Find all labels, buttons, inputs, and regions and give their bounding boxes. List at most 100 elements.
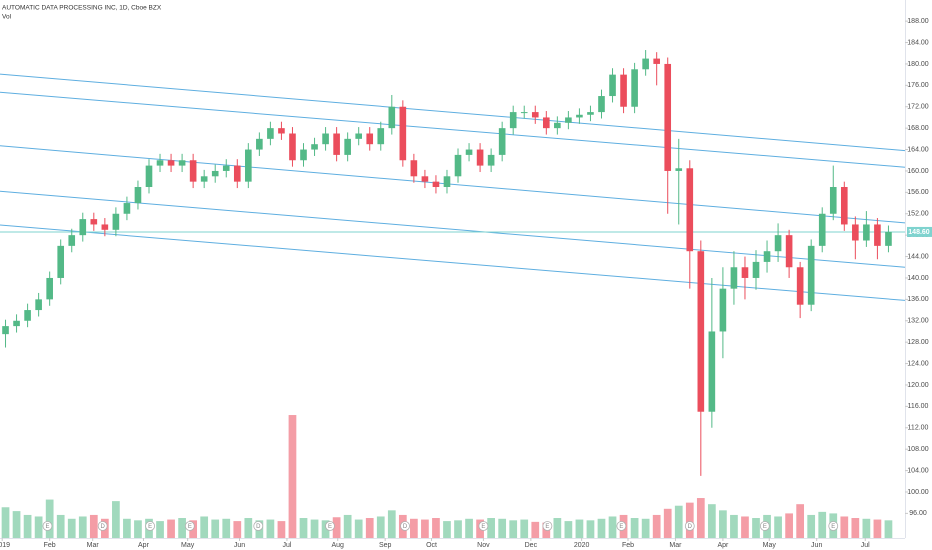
- volume-bar: [354, 519, 363, 538]
- x-tick-label: Jul: [282, 542, 291, 549]
- y-tick-label: 124.00: [907, 360, 929, 367]
- trend-line: [0, 91, 906, 168]
- volume-bar: [443, 521, 451, 538]
- event-marker: [145, 521, 155, 531]
- volume-bar: [376, 516, 385, 538]
- y-tick-label: 156.00: [907, 189, 929, 196]
- x-tick-label: Sep: [379, 542, 392, 549]
- y-tick-label: 136.00: [907, 296, 929, 303]
- volume-bar: [663, 508, 672, 538]
- volume-bar: [1, 507, 10, 538]
- volume-bar: [67, 518, 76, 538]
- event-label: E: [831, 524, 835, 530]
- volume-bar: [884, 520, 893, 538]
- volume-bar: [244, 518, 253, 538]
- candle-body: [653, 58, 660, 64]
- event-label: D: [256, 524, 261, 530]
- volume-bar: [785, 513, 793, 538]
- volume-bar: [487, 518, 495, 538]
- volume-bar: [332, 517, 341, 538]
- volume-bar: [89, 514, 98, 538]
- candle-body: [543, 117, 550, 129]
- candle-body: [708, 331, 716, 412]
- y-tick-label: 112.00: [908, 425, 929, 432]
- volume-bar: [707, 504, 716, 538]
- volume-bar: [34, 516, 43, 538]
- volume-bar: [575, 519, 584, 538]
- volume-bar: [200, 516, 209, 538]
- volume-bar: [796, 504, 805, 538]
- y-tick-label: 184.00: [907, 39, 929, 46]
- event-label: D: [688, 524, 693, 530]
- candle-body: [818, 213, 826, 246]
- candle-body: [829, 187, 837, 214]
- volume-bar: [597, 518, 606, 538]
- candle-body: [222, 165, 230, 171]
- x-tick-label: Mar: [87, 542, 100, 549]
- event-label: D: [403, 524, 408, 530]
- volume-bar: [586, 520, 595, 538]
- candle-body: [245, 149, 252, 182]
- candle-body: [642, 58, 649, 70]
- volume-bar: [674, 505, 683, 538]
- y-tick-label: 160.00: [907, 168, 929, 175]
- candle-body: [686, 168, 694, 252]
- candle-body: [498, 128, 506, 155]
- volume-bar: [277, 521, 286, 538]
- event-marker: [253, 521, 264, 531]
- event-marker: [684, 521, 695, 531]
- volume-bar: [454, 520, 462, 538]
- volume-bar: [652, 514, 661, 538]
- y-tick-label: 144.00: [907, 253, 929, 260]
- candle-body: [377, 128, 385, 145]
- candle-body: [2, 326, 9, 335]
- candle-body: [35, 299, 42, 311]
- candle-body: [774, 235, 782, 252]
- volume-bar: [156, 521, 164, 538]
- volume-bar: [873, 519, 882, 538]
- volume-bar: [630, 518, 639, 538]
- x-tick-label: Aug: [331, 542, 344, 549]
- y-tick-label: 164.00: [907, 146, 929, 153]
- volume-bar: [685, 502, 694, 538]
- candle-body: [476, 149, 484, 166]
- candle-body: [178, 160, 186, 166]
- candle-body: [13, 320, 20, 327]
- x-tick-label: May: [763, 542, 777, 549]
- event-label: D: [100, 524, 105, 530]
- volume-bar: [222, 518, 231, 538]
- x-tick-label: Nov: [477, 542, 490, 549]
- candle-body: [807, 245, 815, 305]
- candle-body: [730, 267, 738, 289]
- volume-bar: [233, 521, 242, 538]
- candle-body: [752, 261, 760, 278]
- last-price-badge: [907, 226, 932, 237]
- event-marker: [828, 521, 839, 531]
- x-tick-label: Feb: [44, 542, 56, 549]
- volume-bar: [752, 518, 760, 538]
- volume-bar: [608, 516, 617, 538]
- candle-body: [156, 160, 164, 166]
- y-tick-label: 100.00: [907, 489, 929, 496]
- candle-body: [366, 133, 374, 145]
- candle-body: [565, 117, 572, 123]
- candle-body: [741, 267, 749, 278]
- volume-bar: [112, 501, 120, 538]
- volume-label: Vol: [2, 14, 12, 21]
- x-tick-label: Jun: [234, 542, 245, 549]
- candle-body: [509, 112, 517, 129]
- volume-bar: [862, 518, 871, 538]
- volume-bar: [365, 518, 374, 538]
- y-tick-label: 120.00: [907, 382, 929, 389]
- volume-bar: [432, 518, 440, 538]
- y-tick-label: 168.00: [907, 125, 929, 132]
- candle-body: [46, 277, 53, 300]
- candle-body: [167, 160, 175, 166]
- event-marker: [616, 521, 627, 531]
- volume-bar: [123, 518, 131, 538]
- x-tick-label: 2019: [0, 542, 10, 549]
- volume-bar: [774, 516, 782, 538]
- candle-body: [587, 112, 594, 115]
- event-label: E: [148, 524, 152, 530]
